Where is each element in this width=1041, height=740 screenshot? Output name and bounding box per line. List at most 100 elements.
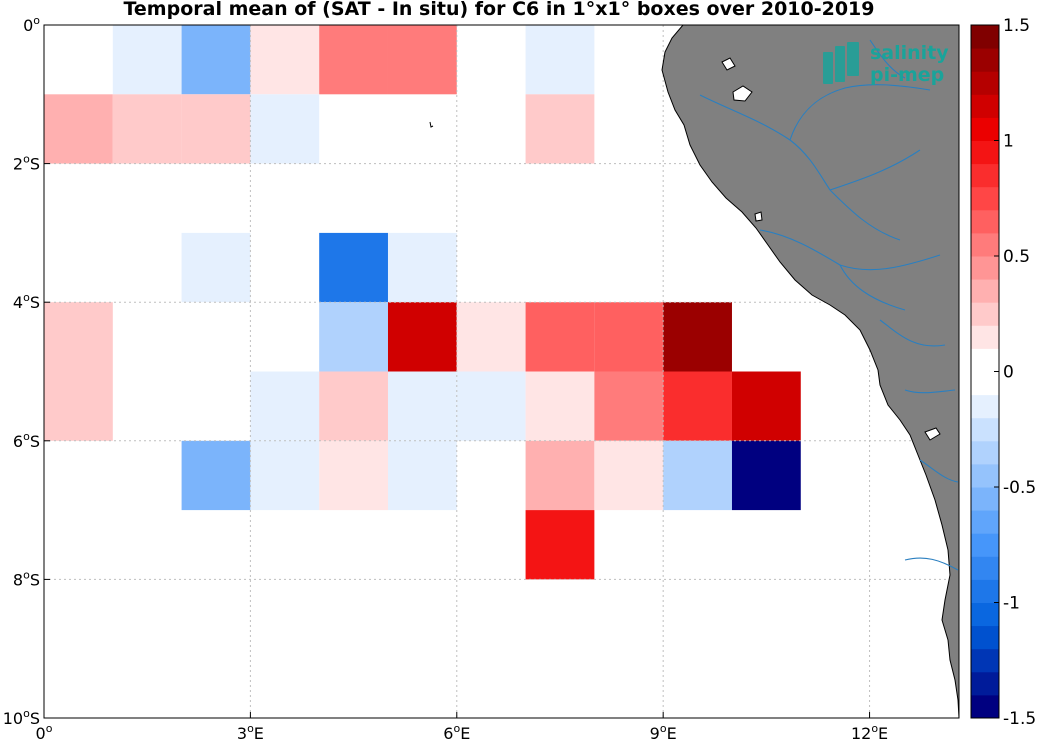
colorbar-tick-label: 1 — [1003, 132, 1014, 152]
heatmap-cell — [731, 440, 801, 511]
heatmap-cell — [525, 94, 595, 164]
y-tick-label: 2oS — [13, 153, 40, 174]
colorbar-segment — [971, 694, 999, 719]
heatmap-cell — [319, 25, 388, 95]
colorbar-segment — [971, 417, 999, 442]
colorbar-tick-label: -1 — [1003, 594, 1020, 614]
colorbar-segment — [971, 602, 999, 627]
logo-icon — [823, 42, 859, 84]
colorbar-segment — [971, 463, 999, 488]
colorbar-segment — [971, 556, 999, 580]
y-tick-label: 0o — [23, 14, 40, 35]
heatmap-cell — [525, 371, 595, 441]
chart-title: Temporal mean of (SAT - In situ) for C6 … — [123, 0, 874, 20]
island — [924, 427, 941, 441]
heatmap-cell — [594, 371, 664, 441]
colorbar-segment — [971, 163, 999, 188]
logo-line1: salinity — [870, 42, 949, 64]
heatmap-cell — [44, 371, 113, 441]
heatmap-cell — [181, 94, 251, 164]
y-tick-label: 10oS — [3, 707, 40, 728]
colorbar-segment — [971, 232, 999, 257]
colorbar-segment — [971, 371, 999, 396]
colorbar-segment — [971, 302, 999, 326]
island — [721, 57, 736, 71]
heatmap-cell — [387, 302, 457, 372]
colorbar-segment — [971, 140, 999, 165]
colorbar-tick-label: 0.5 — [1003, 247, 1030, 267]
heatmap-cell — [319, 440, 388, 511]
logo-line2: pi-mep — [870, 64, 944, 86]
plot-frame — [43, 24, 960, 719]
heatmap-cell — [250, 25, 320, 95]
x-tick-label: 12oE — [851, 722, 888, 740]
heatmap-cell — [319, 302, 388, 372]
heatmap-cell — [387, 232, 457, 303]
heatmap-cell — [456, 302, 526, 372]
heatmap-cell — [250, 440, 320, 511]
colorbar-segment — [971, 440, 999, 465]
colorbar-segment — [971, 671, 999, 696]
colorbar-segment — [971, 209, 999, 234]
island — [429, 121, 434, 128]
heatmap-cell — [387, 25, 457, 95]
heatmap-cell — [319, 371, 388, 441]
colorbar-segment — [971, 510, 999, 534]
colorbar-segment — [971, 487, 999, 511]
colorbar-segment — [971, 394, 999, 419]
heatmap-cell — [594, 440, 664, 511]
colorbar-segment — [971, 325, 999, 349]
land-mass — [661, 25, 959, 718]
colorbar-segment — [971, 25, 999, 49]
colorbar-segment — [971, 579, 999, 603]
heatmap-cell — [387, 371, 457, 441]
heatmap-cell — [456, 371, 526, 441]
y-tick-label: 6oS — [13, 430, 40, 451]
heatmap-cell — [525, 302, 595, 372]
heatmap-cell — [250, 94, 320, 164]
heatmap-cell — [663, 371, 732, 441]
heatmap-cell — [112, 94, 182, 164]
colorbar-segment — [971, 94, 999, 118]
colorbar — [970, 24, 1000, 719]
island — [754, 211, 763, 222]
plot-area — [44, 25, 959, 718]
colorbar-segment — [971, 48, 999, 72]
colorbar-segment — [971, 625, 999, 650]
colorbar-ticks: 1.5 1 0.5 0 -0.5 -1 -1.5 — [994, 16, 1036, 729]
heatmap-cell — [525, 25, 595, 95]
colorbar-tick-label: 0 — [1003, 363, 1014, 383]
colorbar-segment — [971, 71, 999, 95]
heatmap-cell — [250, 371, 320, 441]
heatmap-cell — [181, 232, 251, 303]
island — [732, 85, 753, 102]
colorbar-segment — [971, 279, 999, 303]
colorbar-segment — [971, 117, 999, 141]
y-axis-ticks: 0o 2oS 4oS 6oS 8oS 10oS — [3, 14, 50, 728]
heatmap-cell — [181, 440, 251, 511]
logo: salinity pi-mep — [823, 42, 949, 86]
colorbar-tick-label: -1.5 — [1003, 709, 1036, 729]
x-tick-label: 6oE — [443, 722, 470, 740]
heatmap-cell — [731, 371, 801, 441]
heatmap-cell — [594, 302, 664, 372]
land-area — [661, 25, 959, 718]
heatmap-cell — [525, 440, 595, 511]
colorbar-segment — [971, 348, 999, 372]
colorbar-segment — [971, 533, 999, 557]
y-tick-label: 4oS — [13, 291, 40, 312]
x-tick-label: 9oE — [650, 722, 677, 740]
heatmap-cell — [44, 25, 113, 95]
heatmap-cells — [44, 25, 801, 580]
colorbar-segment — [971, 648, 999, 673]
heatmap-cell — [112, 25, 182, 95]
y-tick-label: 8oS — [13, 568, 40, 589]
rivers — [699, 39, 959, 571]
colorbar-segment — [971, 256, 999, 280]
colorbar-tick-label: -0.5 — [1003, 478, 1036, 498]
x-tick-label: 3oE — [237, 722, 264, 740]
colorbar-segment — [971, 186, 999, 211]
heatmap-cell — [44, 302, 113, 372]
heatmap-cell — [525, 510, 595, 580]
